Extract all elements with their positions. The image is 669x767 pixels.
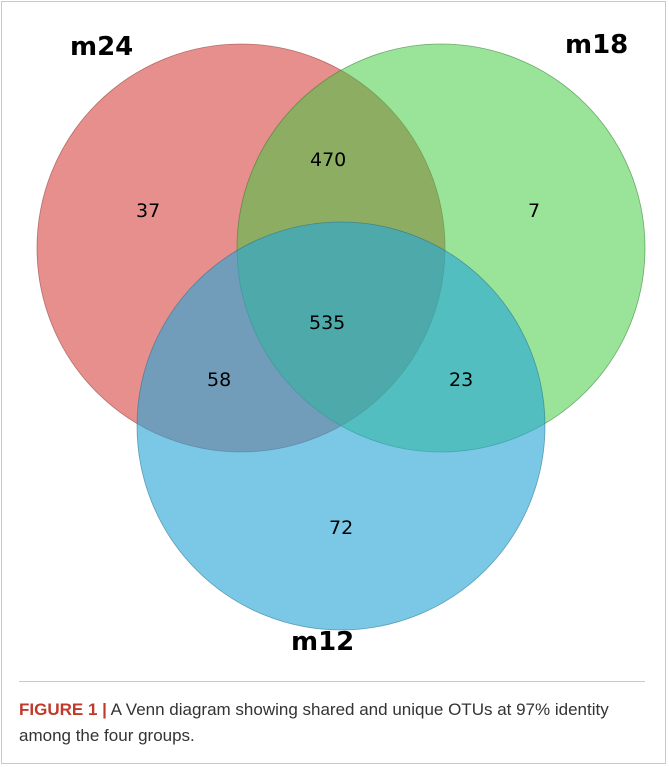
region-count-m18-only: 7 [528,200,540,222]
set-label-m18: m18 [565,30,628,60]
figure-caption: FIGURE 1 | A Venn diagram showing shared… [19,697,649,749]
figure-label: FIGURE 1 | [19,700,107,719]
region-count-m24-only: 37 [136,200,160,222]
region-count-m12-only: 72 [329,517,353,539]
region-count-all: 535 [309,312,345,334]
region-count-m24-m18: 470 [310,149,346,171]
region-count-m24-m12: 58 [207,369,231,391]
set-label-m12: m12 [291,627,354,657]
caption-text: A Venn diagram showing shared and unique… [19,700,609,745]
set-circle-m12 [136,221,546,631]
set-label-m24: m24 [70,32,133,62]
caption-divider [19,681,645,682]
venn-diagram: m24 m18 m12 37 7 470 535 58 23 72 [36,30,646,657]
region-count-m18-m12: 23 [449,369,473,391]
